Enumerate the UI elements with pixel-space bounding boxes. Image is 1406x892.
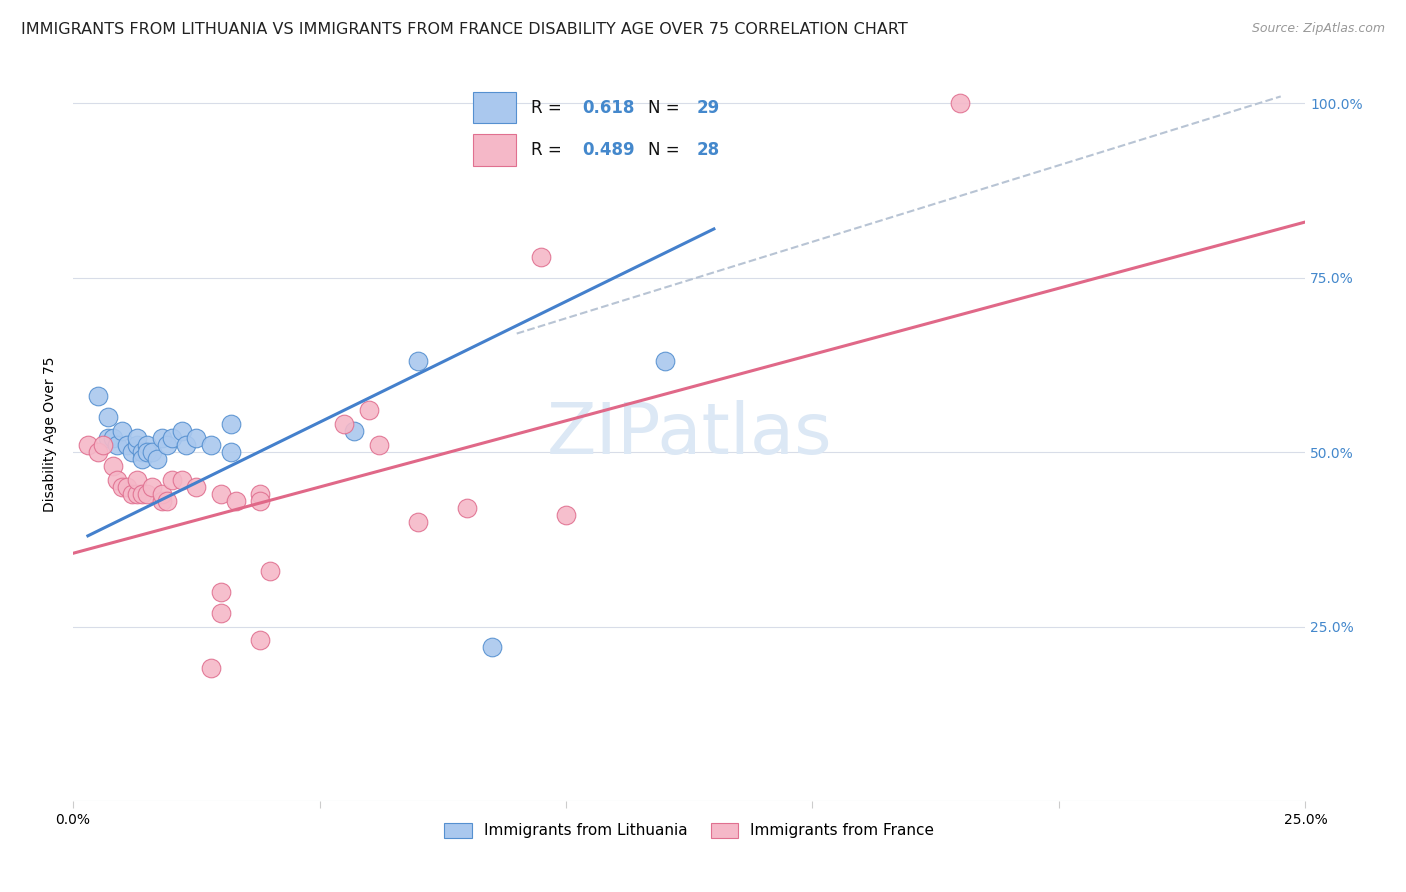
Point <box>127 473 149 487</box>
Point <box>343 424 366 438</box>
Point <box>186 480 208 494</box>
Point <box>225 494 247 508</box>
Point <box>121 445 143 459</box>
Point <box>150 431 173 445</box>
Point <box>170 473 193 487</box>
Point <box>111 480 134 494</box>
Point <box>949 96 972 111</box>
Point <box>530 250 553 264</box>
Text: ZIPatlas: ZIPatlas <box>547 401 832 469</box>
Point <box>357 403 380 417</box>
Point <box>249 494 271 508</box>
Point <box>209 487 232 501</box>
Point <box>259 564 281 578</box>
Point <box>654 354 676 368</box>
Point <box>127 431 149 445</box>
Point <box>136 445 159 459</box>
Point <box>77 438 100 452</box>
Text: Source: ZipAtlas.com: Source: ZipAtlas.com <box>1251 22 1385 36</box>
Point <box>209 584 232 599</box>
Point <box>101 459 124 474</box>
Point <box>87 389 110 403</box>
Point <box>136 487 159 501</box>
Point <box>406 354 429 368</box>
Point <box>367 438 389 452</box>
Point <box>219 417 242 432</box>
Point <box>150 494 173 508</box>
Point <box>209 606 232 620</box>
Point <box>97 410 120 425</box>
Point <box>406 515 429 529</box>
Point <box>117 438 139 452</box>
Point <box>333 417 356 432</box>
Point <box>121 487 143 501</box>
Point <box>107 438 129 452</box>
Point <box>555 508 578 522</box>
Point <box>127 487 149 501</box>
Point <box>141 445 163 459</box>
Point <box>127 438 149 452</box>
Point <box>141 480 163 494</box>
Point <box>111 424 134 438</box>
Point <box>176 438 198 452</box>
Point <box>101 431 124 445</box>
Point <box>146 452 169 467</box>
Point <box>219 445 242 459</box>
Point <box>249 487 271 501</box>
Legend: Immigrants from Lithuania, Immigrants from France: Immigrants from Lithuania, Immigrants fr… <box>439 817 941 845</box>
Point <box>107 473 129 487</box>
Point <box>156 494 179 508</box>
Point <box>249 633 271 648</box>
Point <box>456 500 478 515</box>
Point <box>160 431 183 445</box>
Point <box>150 487 173 501</box>
Point <box>87 445 110 459</box>
Point <box>170 424 193 438</box>
Point <box>131 452 153 467</box>
Point <box>136 438 159 452</box>
Text: IMMIGRANTS FROM LITHUANIA VS IMMIGRANTS FROM FRANCE DISABILITY AGE OVER 75 CORRE: IMMIGRANTS FROM LITHUANIA VS IMMIGRANTS … <box>21 22 908 37</box>
Point <box>131 487 153 501</box>
Y-axis label: Disability Age Over 75: Disability Age Over 75 <box>44 357 58 512</box>
Point <box>200 661 222 675</box>
Point <box>186 431 208 445</box>
Point <box>481 640 503 655</box>
Point <box>131 445 153 459</box>
Point <box>156 438 179 452</box>
Point <box>200 438 222 452</box>
Point <box>160 473 183 487</box>
Point <box>97 431 120 445</box>
Point <box>117 480 139 494</box>
Point <box>91 438 114 452</box>
